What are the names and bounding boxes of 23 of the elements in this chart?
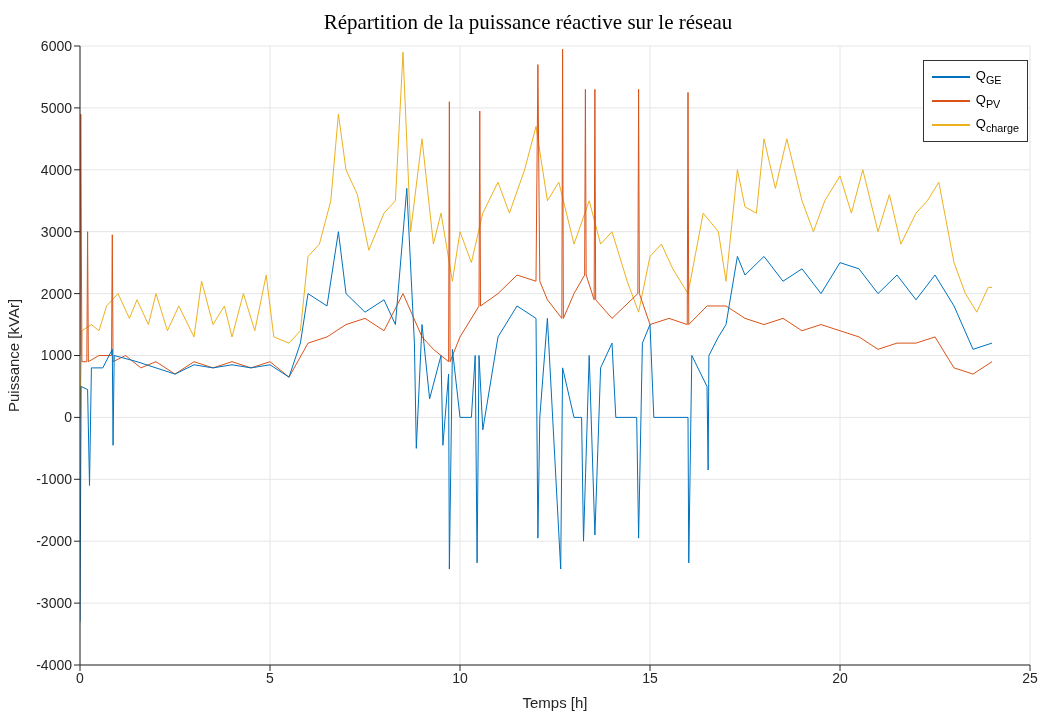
y-tick-label: -1000 <box>36 471 73 488</box>
x-tick-label: 25 <box>1022 669 1038 686</box>
y-tick-label: 0 <box>64 409 73 426</box>
y-tick-label: 3000 <box>40 223 73 240</box>
y-tick-label: 4000 <box>40 161 73 178</box>
x-tick-label: 20 <box>832 669 848 686</box>
legend-label: Q$_{PV}$ <box>975 92 1001 110</box>
x-tick-label: 10 <box>452 669 468 686</box>
x-tick-label: 0 <box>76 669 85 686</box>
x-tick-label: 5 <box>266 669 275 686</box>
x-axis-title: Temps [h] <box>522 694 588 711</box>
y-tick-label: -4000 <box>36 656 73 673</box>
chart-title: Répartition de la puissance réactive sur le réseau <box>323 10 733 34</box>
legend-label: Q$_{charge}$ <box>975 116 1019 134</box>
y-tick-label: 2000 <box>40 285 73 302</box>
legend-label: Q$_{GE}$ <box>975 68 1002 86</box>
y-tick-label: 5000 <box>40 99 73 116</box>
x-tick-label: 15 <box>642 669 658 686</box>
y-tick-label: -3000 <box>36 595 73 612</box>
y-axis-title: Puissance [kVAr] <box>5 298 23 413</box>
y-tick-label: 6000 <box>40 37 73 54</box>
y-tick-label: 1000 <box>40 347 73 364</box>
y-tick-label: -2000 <box>36 533 73 550</box>
